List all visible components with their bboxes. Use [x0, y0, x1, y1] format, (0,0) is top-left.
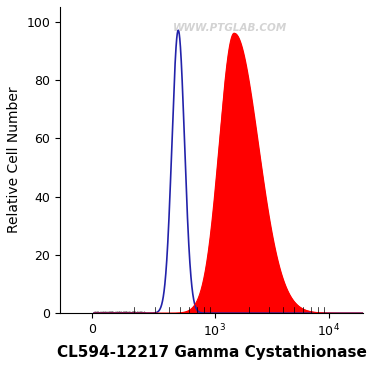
- X-axis label: CL594-12217 Gamma Cystathionase: CL594-12217 Gamma Cystathionase: [57, 345, 367, 360]
- Text: WWW.PTGLAB.COM: WWW.PTGLAB.COM: [173, 23, 287, 33]
- Y-axis label: Relative Cell Number: Relative Cell Number: [7, 87, 21, 233]
